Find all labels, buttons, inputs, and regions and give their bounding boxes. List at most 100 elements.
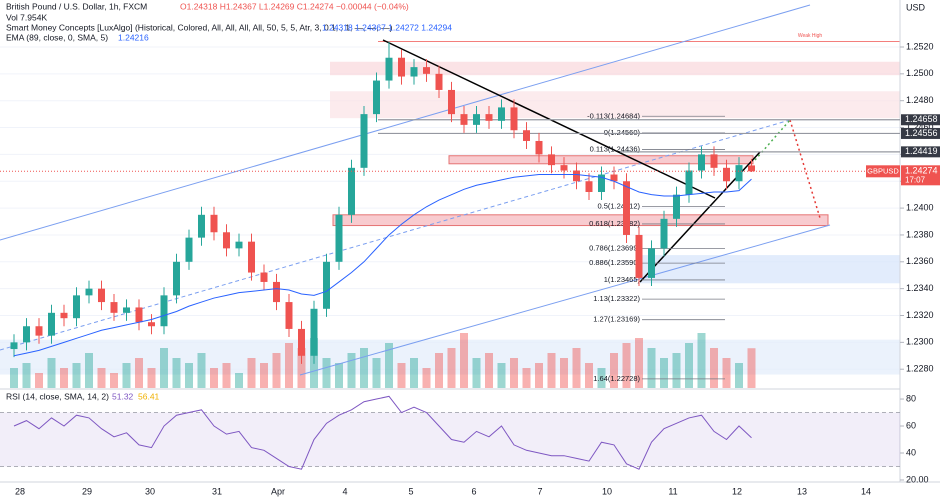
- channel-upper: [0, 4, 811, 241]
- fib-label: 1.13(1.23322): [593, 294, 640, 303]
- candle-body: [398, 57, 405, 77]
- volume-bar: [85, 353, 93, 388]
- y-tick-label: 1.2300: [906, 337, 934, 347]
- volume-bar: [247, 358, 256, 388]
- x-tick-label: 13: [797, 486, 807, 496]
- candle-body: [698, 154, 705, 171]
- triangle-upper: [382, 39, 716, 199]
- price-mark-box: [901, 114, 940, 126]
- fib-label: 1.27(1.23169): [593, 315, 640, 324]
- volume-bar: [735, 363, 743, 388]
- rsi-band: [0, 412, 900, 467]
- channel-lower: [299, 224, 831, 376]
- volume-bar: [372, 358, 381, 388]
- volume-bar: [35, 373, 43, 388]
- currency: USD: [906, 2, 926, 12]
- volume-bar: [260, 363, 268, 388]
- volume-bar: [285, 343, 293, 388]
- volume-bar: [435, 353, 443, 388]
- candle-body: [635, 234, 643, 278]
- volume-bar: [347, 353, 356, 388]
- price-mark-label: 1.24419: [905, 146, 938, 156]
- candle-body: [523, 130, 530, 141]
- volume-bar: [172, 358, 181, 388]
- price-mark-box: [901, 146, 940, 158]
- candle-body: [510, 107, 518, 131]
- x-tick-label: 7: [537, 486, 542, 496]
- volume-bar: [335, 363, 343, 388]
- candle-body: [348, 167, 355, 215]
- candle-body: [748, 165, 755, 172]
- volume-bar: [297, 348, 306, 388]
- candle-body: [135, 307, 143, 323]
- candle-body: [160, 295, 168, 327]
- zone: [0, 339, 900, 375]
- candle-body: [60, 312, 68, 319]
- candle-body: [548, 154, 555, 166]
- projection-down: [789, 119, 821, 219]
- candle-body: [485, 114, 493, 121]
- volume-bar: [110, 373, 118, 388]
- price-mark-label: 1.24658: [905, 114, 938, 124]
- volume-bar: [722, 358, 731, 388]
- candle-body: [73, 295, 80, 319]
- fib-label: 0.786(1.23699): [589, 243, 640, 252]
- x-tick-label: 30: [145, 486, 155, 496]
- x-tick-label: 31: [212, 486, 222, 496]
- volume-bar: [710, 348, 718, 388]
- volume-bar: [485, 353, 493, 388]
- volume-bar: [60, 368, 68, 388]
- volume-bar: [535, 363, 543, 388]
- volume-bar: [135, 358, 143, 388]
- candle-body: [210, 214, 218, 233]
- x-tick-label: 28: [15, 486, 25, 496]
- rsi-tick-label: 60: [906, 420, 916, 430]
- annotation: Weak High: [798, 33, 823, 39]
- ema-line: [13, 174, 752, 357]
- y-tick-label: 1.2320: [906, 310, 934, 320]
- volume-bar: [610, 353, 618, 388]
- x-tick-label: 14: [861, 486, 871, 496]
- volume-bar: [685, 343, 693, 388]
- volume-bar: [510, 358, 518, 388]
- candle-body: [723, 167, 730, 182]
- x-tick-label: 4: [342, 486, 347, 496]
- volume-bar: [360, 348, 368, 388]
- candle-body: [648, 248, 655, 278]
- candle-body: [435, 73, 443, 90]
- volume-bar: [10, 368, 18, 388]
- candle-body: [248, 241, 255, 273]
- volume-bar: [160, 348, 168, 388]
- volume-bar: [235, 373, 243, 388]
- candle-body: [410, 67, 418, 77]
- y-tick-label: 1.2360: [906, 256, 934, 266]
- volume-bar: [147, 368, 156, 388]
- volume-bar: [210, 368, 218, 388]
- zone: [332, 214, 829, 227]
- fib-label: 1.64(1.22728): [593, 374, 640, 383]
- candle-body: [85, 288, 93, 296]
- candle-body: [273, 281, 280, 303]
- volume-bar: [222, 363, 231, 388]
- volume-bar: [522, 368, 531, 388]
- candle-body: [373, 80, 380, 115]
- rsi-sma-value: 56.41: [138, 391, 160, 401]
- countdown: 17:07: [905, 175, 926, 184]
- zone: [640, 255, 900, 284]
- x-tick-label: 5: [408, 486, 413, 496]
- fib-label: 0.618(1.23882): [589, 219, 640, 228]
- volume-bar: [635, 338, 643, 388]
- candle-body: [660, 218, 668, 249]
- volume-bar: [447, 348, 456, 388]
- candle-body: [710, 154, 718, 168]
- candle-body: [498, 107, 505, 121]
- candle-body: [573, 170, 580, 182]
- candle-body: [560, 165, 568, 171]
- volume-bar: [572, 348, 581, 388]
- last-price-label: 1.24274: [905, 166, 938, 176]
- rsi-tick-label: 20.00: [906, 474, 929, 484]
- candle-body: [35, 326, 43, 336]
- volume-bar: [597, 368, 606, 388]
- candle-body: [598, 174, 605, 192]
- candle-body: [185, 237, 193, 262]
